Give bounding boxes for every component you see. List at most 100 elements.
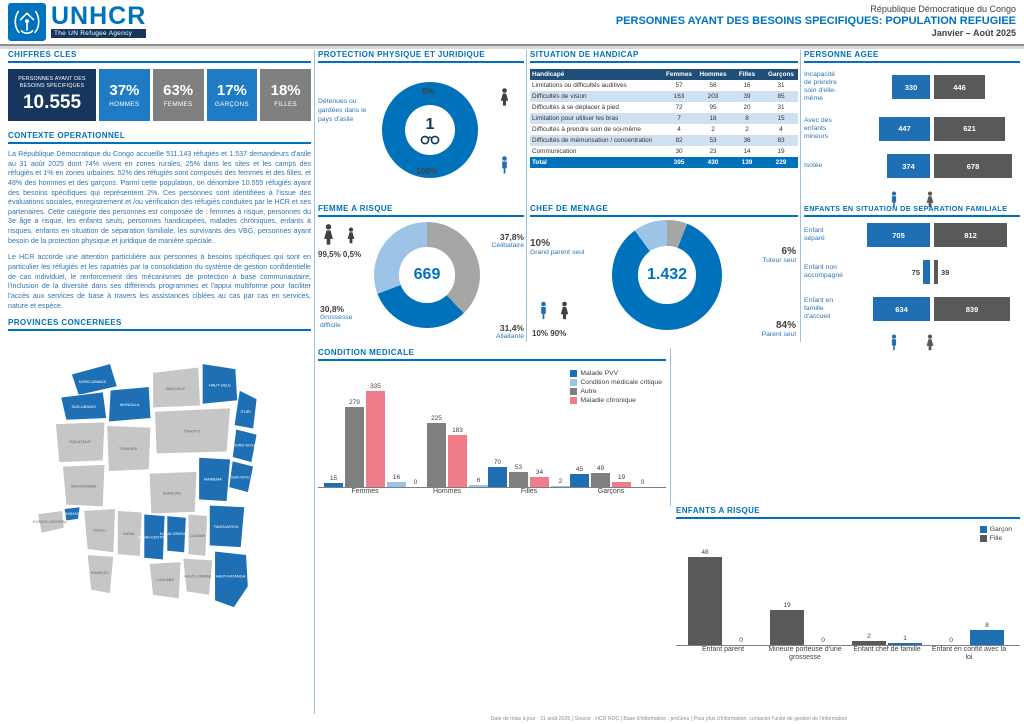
male-bar: 705 — [867, 223, 930, 247]
column-header: Hommes — [696, 69, 730, 80]
segment-label-allaitante: 31,4% Allaitante — [496, 323, 524, 340]
bar-group: 70 53 34 2 — [488, 459, 570, 487]
bar — [688, 557, 722, 645]
bar — [770, 610, 804, 645]
section-title-condition-medicale: CONDITION MEDICALE — [318, 348, 666, 361]
row-label: Communication — [532, 148, 577, 155]
legend-item: Autre — [570, 388, 662, 395]
province-kasai — [116, 510, 143, 558]
cell-value: 57 — [675, 82, 683, 89]
table-header-row: Handicapé Femmes Hommes Filles Garçons — [530, 69, 798, 80]
stat-value: 18% — [270, 82, 301, 99]
section-title-chef-menage: CHEF DE MENAGE — [530, 204, 798, 217]
province-label: ITURI — [241, 409, 251, 414]
province-mongala — [107, 386, 152, 423]
chef-menage-total: 1.432 — [646, 266, 688, 283]
pair-bar-row: Enfant séparé 705 812 — [804, 223, 1020, 247]
province-kwango — [86, 554, 115, 595]
table-row: Limitations ou difficultés auditives 57 56… — [530, 80, 798, 91]
female-bar: 621 — [934, 116, 1005, 141]
cell-value: 203 — [696, 91, 730, 102]
legend-item: Garçon — [979, 526, 1012, 533]
province-label: KWILU — [93, 528, 105, 533]
province-label: NORD-KIVU — [233, 443, 255, 448]
column-header: Filles — [730, 69, 764, 80]
cell-value: 2 — [711, 126, 715, 133]
bar-value-label: 0 — [413, 479, 418, 486]
x-axis-label: Garçons — [597, 488, 625, 495]
province-label: KWANGO — [91, 570, 109, 575]
page-title: PERSONNES AYANT DES BESOINS SPECIFIQUES:… — [615, 15, 1016, 27]
bar-row-label: Enfant en famille d'accueil — [804, 297, 834, 321]
bar — [509, 472, 528, 487]
column-header: Garçons — [764, 69, 798, 80]
legend-swatch — [570, 388, 578, 395]
province-label: HAUT-UELE — [209, 383, 231, 388]
stat-box: 18% FILLES — [260, 69, 311, 121]
male-bar: 634 — [873, 297, 930, 322]
separation-gender-icons — [804, 334, 1020, 351]
bar-value-label: 70 — [493, 459, 502, 466]
bar-value-label: 6 — [476, 477, 481, 484]
bar — [888, 643, 922, 645]
separator — [670, 348, 671, 506]
province-label: BAS-UELE — [166, 386, 186, 391]
stat-value: 17% — [216, 82, 247, 99]
province-label: MONGALA — [120, 402, 140, 407]
report-period: Janvier – Août 2025 — [931, 28, 1016, 38]
province-bas-uele — [152, 366, 201, 409]
pair-bar-row: Avec des enfants mineurs 447 621 — [804, 117, 1020, 141]
bar — [488, 467, 507, 487]
protection-total: 1 — [425, 115, 435, 133]
pair-bar-row: Enfant en famille d'accueil 634 839 — [804, 297, 1020, 322]
stat-value: 63% — [163, 82, 194, 99]
protection-section: PROTECTION PHYSIQUE ET JURIDIQUE Détenue… — [318, 50, 524, 200]
total-label: Total — [530, 157, 662, 168]
bar-value-label: 48 — [701, 549, 709, 556]
footer-note: Date de mise à jour : 31 août 2025 | Sou… — [490, 716, 848, 722]
bar — [427, 423, 446, 487]
province-haut-lomami — [182, 557, 214, 597]
bar-value-label: 49 — [596, 465, 605, 472]
cell-value: 163 — [662, 91, 696, 102]
province-ituri — [233, 389, 258, 430]
bar-group: 15 279 335 16 — [324, 383, 406, 487]
cell-value: 36 — [730, 135, 764, 146]
segment-label-tuteur: 6% Tuteur seul — [762, 246, 796, 264]
drc-province-map: NORD-UBANGI SUD-UBANGI MONGALA BAS-UELE HAUT… — [33, 363, 258, 609]
bar — [591, 473, 610, 487]
male-value: 75 — [911, 267, 920, 277]
province-kasai-central — [143, 513, 166, 561]
chef-menage-donut: 1.432 — [612, 220, 722, 330]
protection-donut: 1 — [382, 82, 478, 178]
bar-value-label: 45 — [575, 466, 584, 473]
province-tshopo — [154, 407, 232, 455]
male-person-icon — [541, 301, 546, 320]
cell-value: 4 — [677, 126, 681, 133]
female-bar: 446 — [934, 75, 985, 100]
stat-value: 37% — [109, 82, 140, 99]
section-title-key-figures: CHIFFRES CLES — [8, 50, 311, 63]
province-equateur — [54, 421, 106, 464]
cell-value: 4 — [779, 126, 783, 133]
femme-risque-icon-pcts: 99,5% 0,5% — [318, 250, 361, 259]
province-label: NORD-UBANGI — [79, 379, 107, 384]
bar-row-label: Enfant séparé — [804, 226, 825, 242]
province-label: TSHUAPA — [119, 446, 137, 451]
table-total-row: Total 395 430 139 229 — [530, 157, 798, 168]
province-lualaba — [148, 561, 182, 600]
header: UNHCR The UN Refugee Agency République D… — [0, 0, 1024, 46]
province-tanganyika — [208, 504, 246, 549]
cell-value: 53 — [696, 135, 730, 146]
section-title-separation: ENFANTS EN SITUATION DE SEPARATION FAMIL… — [804, 204, 1020, 217]
legend-swatch — [570, 397, 578, 404]
province-kinshasa — [63, 506, 81, 522]
condition-medicale-legend: Malade PVV Condition médicale critique Aut… — [570, 370, 662, 406]
bar — [366, 391, 385, 487]
logo-text: UNHCR The UN Refugee Agency — [51, 3, 147, 38]
femme-risque-total: 669 — [413, 266, 441, 283]
segment-label-grand-parent: 10% Grand parent seul — [530, 238, 585, 256]
legend-swatch — [570, 370, 578, 377]
province-label: HAUT-KATANGA — [216, 574, 246, 579]
cell-value: 31 — [777, 82, 785, 89]
